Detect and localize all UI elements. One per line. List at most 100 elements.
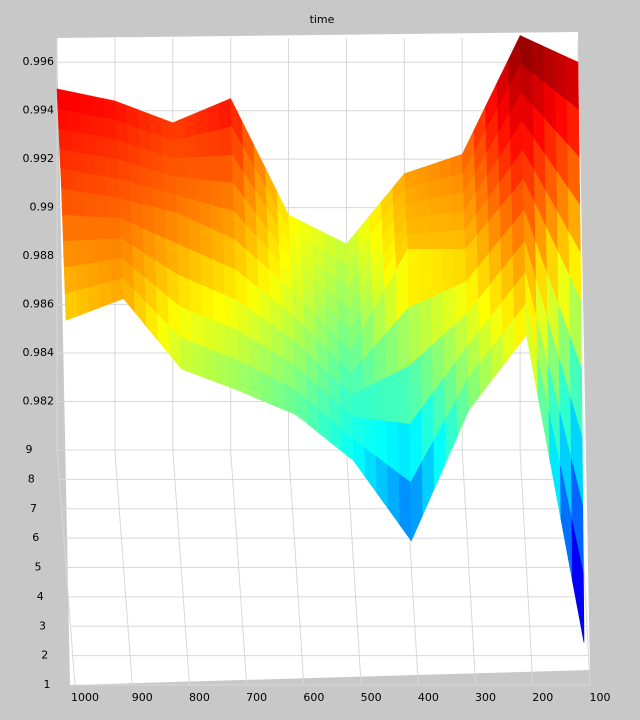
x-tick-label: 400 bbox=[418, 691, 439, 704]
surface-patch bbox=[453, 249, 467, 288]
surface-patch bbox=[249, 365, 263, 401]
y-tick-label: 7 bbox=[30, 502, 37, 515]
y-tick-label: 6 bbox=[32, 531, 39, 544]
surface-patch bbox=[407, 249, 421, 309]
z-tick-label: 0.994 bbox=[23, 104, 55, 117]
z-tick-label: 0.99 bbox=[30, 201, 55, 214]
grid-line bbox=[288, 449, 305, 686]
surface-patch bbox=[98, 260, 112, 286]
z-tick-label: 0.988 bbox=[23, 249, 55, 262]
chart-title: time bbox=[310, 13, 335, 26]
surface-patch bbox=[195, 107, 209, 136]
surface-patch bbox=[86, 239, 100, 265]
surface-patch bbox=[141, 185, 155, 208]
surface-patch bbox=[108, 217, 122, 240]
surface-patch bbox=[79, 93, 93, 117]
surface-patch bbox=[188, 217, 202, 255]
grid-line bbox=[230, 449, 248, 686]
surface-patch bbox=[408, 302, 422, 367]
surface-patch bbox=[104, 137, 118, 160]
surface-patch bbox=[109, 258, 123, 282]
grid-line bbox=[345, 449, 362, 686]
surface-patch bbox=[72, 190, 86, 217]
surface-patch bbox=[151, 169, 165, 193]
surface-patch bbox=[95, 194, 109, 219]
surface-patch bbox=[203, 346, 216, 383]
y-tick-label: 8 bbox=[28, 472, 35, 485]
surface-patch bbox=[58, 128, 72, 152]
surface-patch bbox=[186, 177, 200, 203]
surface-patch bbox=[427, 179, 441, 200]
z-tick-label: 0.986 bbox=[23, 298, 55, 311]
surface-patch bbox=[73, 215, 87, 242]
surface-patch bbox=[70, 130, 84, 154]
surface-patch bbox=[92, 115, 106, 139]
y-tick-label: 4 bbox=[37, 590, 44, 603]
surface-patch bbox=[91, 95, 105, 119]
x-tick-label: 100 bbox=[590, 691, 611, 704]
surface-patch bbox=[208, 129, 222, 157]
surface-patch bbox=[97, 238, 111, 263]
surface-patch bbox=[197, 156, 211, 182]
surface-patch bbox=[105, 157, 119, 180]
x-tick-label: 900 bbox=[132, 691, 153, 704]
surface-patch bbox=[416, 182, 430, 203]
surface-patch bbox=[61, 188, 75, 217]
surface-patch bbox=[428, 196, 442, 217]
surface-patch bbox=[427, 161, 441, 184]
surface-patch bbox=[221, 181, 235, 212]
y-tick-label: 1 bbox=[44, 678, 51, 691]
surface-patch bbox=[429, 214, 443, 234]
surface-patch bbox=[219, 126, 233, 157]
z-tick-label: 0.992 bbox=[23, 152, 55, 165]
surface-patch bbox=[406, 217, 419, 235]
surface-patch bbox=[75, 263, 89, 292]
surface-patch bbox=[212, 289, 226, 326]
surface-patch bbox=[99, 281, 113, 308]
surface-patch bbox=[106, 176, 120, 199]
surface-patch bbox=[397, 365, 411, 425]
surface-patch bbox=[102, 98, 117, 121]
surface-patch bbox=[220, 154, 234, 184]
surface-patch bbox=[196, 132, 210, 158]
surface-patch bbox=[164, 191, 178, 214]
surface-patch bbox=[177, 243, 191, 281]
surface-patch bbox=[110, 278, 124, 304]
surface-patch bbox=[129, 181, 143, 205]
surface-patch bbox=[398, 422, 411, 484]
x-tick-label: 700 bbox=[246, 691, 267, 704]
surface-patch bbox=[571, 520, 585, 643]
surface-patch bbox=[198, 179, 212, 206]
surface-patch bbox=[404, 185, 418, 205]
x-tick-label: 1000 bbox=[71, 691, 99, 704]
surface-patch bbox=[222, 233, 236, 271]
z-tick-label: 0.984 bbox=[23, 346, 55, 359]
surface-patch bbox=[68, 90, 82, 114]
surface-patch bbox=[209, 180, 223, 209]
surface-patch bbox=[178, 274, 192, 312]
surface-patch bbox=[176, 212, 190, 250]
surface-patch bbox=[202, 315, 216, 352]
surface-patch bbox=[179, 337, 193, 374]
surface-patch bbox=[80, 113, 94, 136]
surface-patch bbox=[224, 294, 238, 331]
surface-patch bbox=[107, 196, 121, 219]
x-tick-label: 800 bbox=[189, 691, 210, 704]
surface-patch bbox=[226, 355, 239, 392]
surface-patch bbox=[179, 306, 193, 343]
grid-line bbox=[56, 449, 76, 686]
surface-patch bbox=[429, 231, 443, 250]
surface-patch bbox=[84, 192, 98, 218]
surface-patch bbox=[419, 249, 432, 303]
surface-patch bbox=[189, 248, 202, 286]
surface-patch bbox=[152, 188, 166, 211]
grid-line bbox=[461, 449, 477, 686]
surface-patch bbox=[440, 194, 453, 215]
surface-patch bbox=[94, 154, 108, 178]
surface-patch bbox=[223, 264, 237, 301]
surface-patch bbox=[163, 173, 177, 196]
surface-patch bbox=[60, 168, 74, 192]
x-tick-label: 600 bbox=[303, 691, 324, 704]
surface-patch bbox=[62, 214, 76, 242]
